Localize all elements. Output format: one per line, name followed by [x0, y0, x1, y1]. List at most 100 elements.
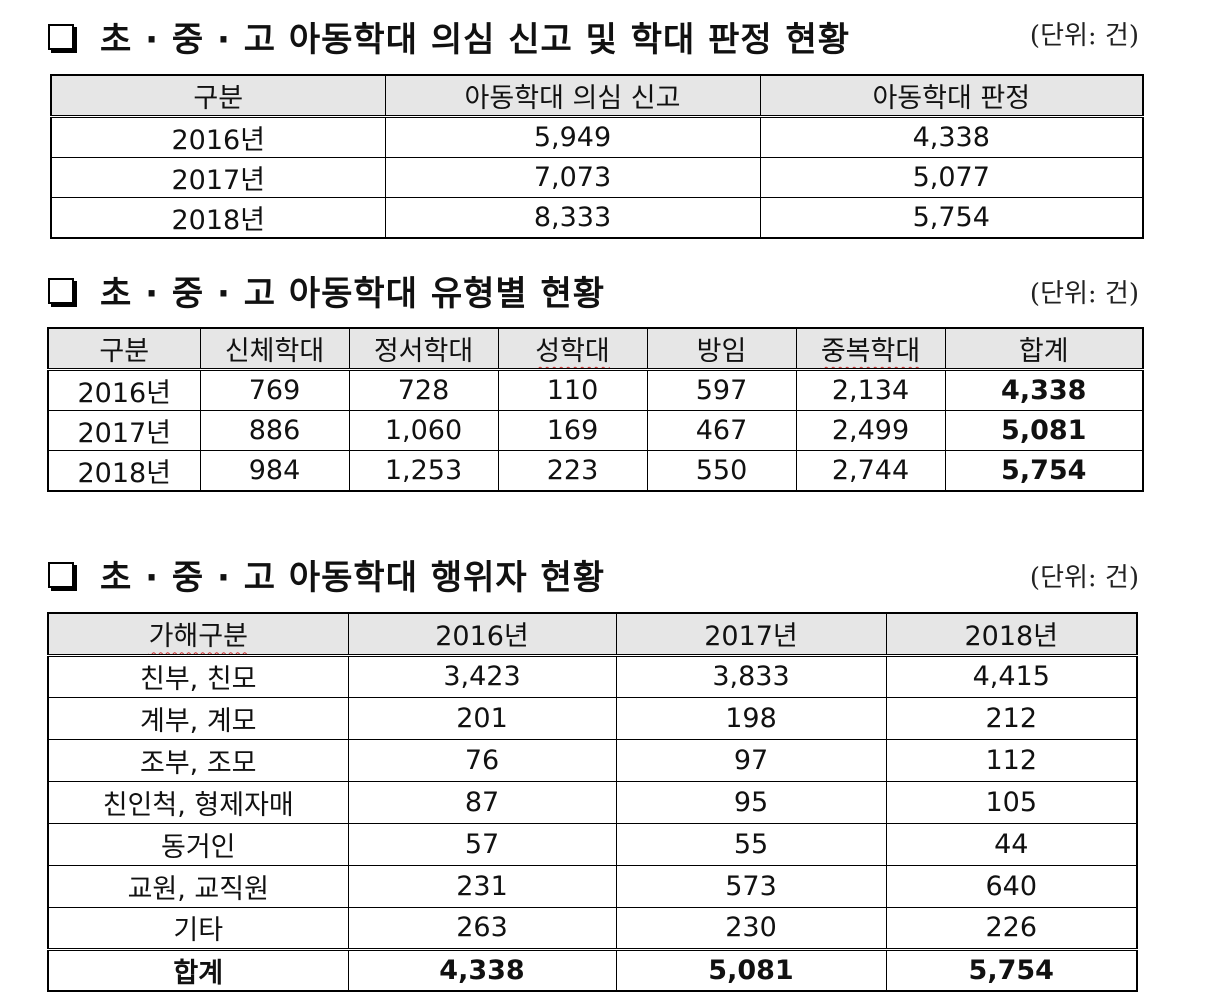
table-cell: 4,338 — [759, 116, 1144, 158]
table-cell: 기타 — [47, 906, 349, 950]
table-cell: 1,060 — [348, 410, 499, 451]
section1-unit: (단위: 건) — [1029, 21, 1139, 51]
table-cell: 110 — [497, 369, 648, 411]
table-cell: 2,134 — [795, 369, 946, 411]
table-row: 2017년 886 1,060 169 467 2,499 5,081 — [47, 410, 1144, 451]
table-row: 계부, 계모 201 198 212 — [47, 696, 1138, 740]
table-cell-total: 5,081 — [615, 947, 887, 992]
table-header: 방임 — [646, 327, 797, 371]
table-cell: 2016년 — [47, 369, 201, 411]
table-cell: 3,423 — [347, 654, 617, 698]
table-cell: 198 — [615, 696, 887, 740]
table-cell: 5,754 — [759, 197, 1144, 239]
table-cell: 886 — [199, 410, 350, 451]
table-cell-total: 4,338 — [944, 369, 1144, 411]
table-cell: 2018년 — [47, 450, 201, 492]
table-cell: 640 — [885, 864, 1138, 908]
table-cell: 계부, 계모 — [47, 696, 349, 740]
table-header: 아동학대 의심 신고 — [384, 74, 761, 118]
table-cell: 2017년 — [47, 410, 201, 451]
section2-title-text: 초 · 중 · 고 아동학대 유형별 현황 — [100, 274, 606, 314]
table-cell: 230 — [615, 906, 887, 950]
checkbox-icon — [48, 561, 74, 588]
table-cell: 2,499 — [795, 410, 946, 451]
table-row: 기타 263 230 226 — [47, 906, 1138, 950]
table-header: 2016년 — [347, 612, 617, 657]
table-header: 구분 — [47, 327, 201, 371]
table-header: 아동학대 판정 — [759, 74, 1144, 118]
table-cell: 2017년 — [50, 157, 386, 198]
table-header: 신체학대 — [199, 327, 350, 371]
table-cell: 8,333 — [384, 197, 761, 239]
table-cell-total: 합계 — [47, 947, 349, 992]
table-row: 친부, 친모 3,423 3,833 4,415 — [47, 654, 1138, 698]
table-cell-total: 5,754 — [885, 947, 1138, 992]
table-cell-total: 5,081 — [944, 410, 1144, 451]
table-cell: 4,415 — [885, 654, 1138, 698]
table-cell: 223 — [497, 450, 648, 492]
table-row: 동거인 57 55 44 — [47, 822, 1138, 866]
table-cell: 조부, 조모 — [47, 738, 349, 782]
table-cell: 95 — [615, 780, 887, 824]
table-row: 2018년 984 1,253 223 550 2,744 5,754 — [47, 450, 1144, 492]
table-cell-total: 5,754 — [944, 450, 1144, 492]
table-cell: 2018년 — [50, 197, 386, 239]
table-cell: 226 — [885, 906, 1138, 950]
table-header: 성학대 — [497, 327, 648, 371]
table-row: 친인척, 형제자매 87 95 105 — [47, 780, 1138, 824]
table-cell: 201 — [347, 696, 617, 740]
table-cell: 2,744 — [795, 450, 946, 492]
table-cell: 5,077 — [759, 157, 1144, 198]
section2-title: 초 · 중 · 고 아동학대 유형별 현황 — [48, 266, 605, 315]
table-cell: 112 — [885, 738, 1138, 782]
section3-unit: (단위: 건) — [1029, 563, 1139, 593]
checkbox-icon — [48, 23, 74, 50]
section2-unit: (단위: 건) — [1029, 279, 1139, 309]
table-cell: 3,833 — [615, 654, 887, 698]
table-cell: 105 — [885, 780, 1138, 824]
table-header: 정서학대 — [348, 327, 499, 371]
table-cell: 231 — [347, 864, 617, 908]
table-total-row: 합계 4,338 5,081 5,754 — [47, 947, 1138, 992]
table-cell: 57 — [347, 822, 617, 866]
table-row: 2016년 769 728 110 597 2,134 4,338 — [47, 369, 1144, 411]
table-cell: 550 — [646, 450, 797, 492]
table-row: 2018년 8,333 5,754 — [50, 197, 1144, 239]
section1-title-text: 초 · 중 · 고 아동학대 의심 신고 및 학대 판정 현황 — [100, 20, 851, 60]
table-cell: 97 — [615, 738, 887, 782]
table-header: 가해구분 — [47, 612, 349, 657]
table-row: 2016년 5,949 4,338 — [50, 116, 1144, 158]
table-cell: 76 — [347, 738, 617, 782]
table-cell: 7,073 — [384, 157, 761, 198]
section1-title: 초 · 중 · 고 아동학대 의심 신고 및 학대 판정 현황 — [48, 12, 850, 61]
section3-title-text: 초 · 중 · 고 아동학대 행위자 현황 — [100, 558, 606, 598]
section1-table: 구분 아동학대 의심 신고 아동학대 판정 2016년 5,949 4,338 … — [50, 74, 1144, 239]
section3-title: 초 · 중 · 고 아동학대 행위자 현황 — [48, 550, 605, 599]
table-cell: 친인척, 형제자매 — [47, 780, 349, 824]
header-label: 가해구분 — [148, 621, 248, 653]
table-header: 중복학대 — [795, 327, 946, 371]
table-cell: 263 — [347, 906, 617, 950]
table-cell: 동거인 — [47, 822, 349, 866]
table-cell: 교원, 교직원 — [47, 864, 349, 908]
table-cell: 467 — [646, 410, 797, 451]
table-cell: 769 — [199, 369, 350, 411]
table-header: 2017년 — [615, 612, 887, 657]
table-cell: 친부, 친모 — [47, 654, 349, 698]
section3-table: 가해구분 2016년 2017년 2018년 친부, 친모 3,423 3,83… — [47, 612, 1138, 992]
table-cell: 1,253 — [348, 450, 499, 492]
table-cell: 44 — [885, 822, 1138, 866]
header-label: 중복학대 — [820, 336, 921, 367]
table-cell: 573 — [615, 864, 887, 908]
checkbox-icon — [48, 277, 74, 304]
table-row: 교원, 교직원 231 573 640 — [47, 864, 1138, 908]
table-cell: 212 — [885, 696, 1138, 740]
table-row: 2017년 7,073 5,077 — [50, 157, 1144, 198]
table-cell: 597 — [646, 369, 797, 411]
table-header: 2018년 — [885, 612, 1138, 657]
table-cell: 169 — [497, 410, 648, 451]
table-row: 조부, 조모 76 97 112 — [47, 738, 1138, 782]
table-header: 구분 — [50, 74, 386, 118]
table-cell: 87 — [347, 780, 617, 824]
table-cell-total: 4,338 — [347, 947, 617, 992]
